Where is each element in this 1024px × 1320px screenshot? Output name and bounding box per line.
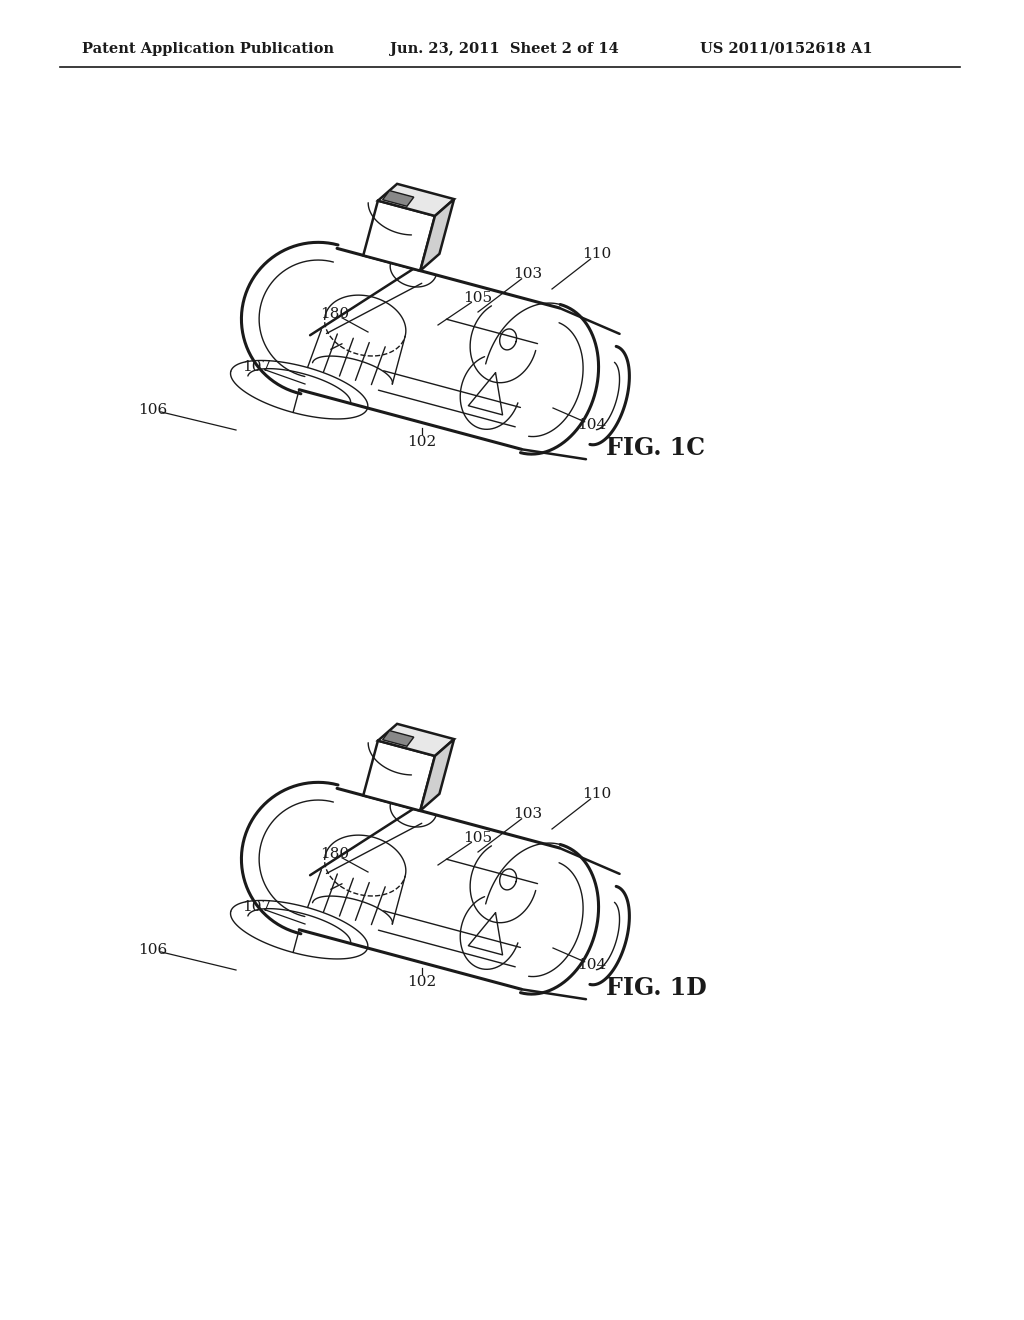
Text: 102: 102: [408, 975, 436, 989]
Text: 107: 107: [243, 360, 271, 374]
Text: 110: 110: [583, 247, 611, 261]
Text: 102: 102: [408, 436, 436, 449]
Polygon shape: [242, 243, 599, 454]
Polygon shape: [242, 783, 599, 994]
Polygon shape: [364, 201, 435, 271]
Polygon shape: [378, 723, 454, 756]
Text: 104: 104: [578, 418, 606, 432]
Polygon shape: [383, 730, 414, 746]
Polygon shape: [420, 739, 454, 810]
Text: 106: 106: [138, 403, 168, 417]
Polygon shape: [378, 183, 454, 216]
Polygon shape: [383, 190, 414, 206]
Polygon shape: [520, 305, 632, 471]
Text: Patent Application Publication: Patent Application Publication: [82, 42, 334, 55]
Text: 180: 180: [321, 308, 349, 321]
Text: 105: 105: [464, 832, 493, 845]
Text: Jun. 23, 2011  Sheet 2 of 14: Jun. 23, 2011 Sheet 2 of 14: [390, 42, 618, 55]
Text: 106: 106: [138, 942, 168, 957]
Text: 104: 104: [578, 958, 606, 972]
Text: 103: 103: [513, 807, 543, 821]
Text: FIG. 1C: FIG. 1C: [606, 436, 705, 459]
Polygon shape: [520, 845, 632, 1011]
Polygon shape: [364, 741, 435, 810]
Text: 107: 107: [243, 900, 271, 913]
Text: 180: 180: [321, 847, 349, 861]
Text: 103: 103: [513, 267, 543, 281]
Text: 105: 105: [464, 290, 493, 305]
Polygon shape: [420, 199, 454, 271]
Text: 110: 110: [583, 787, 611, 801]
Text: US 2011/0152618 A1: US 2011/0152618 A1: [700, 42, 872, 55]
Text: FIG. 1D: FIG. 1D: [606, 975, 707, 1001]
